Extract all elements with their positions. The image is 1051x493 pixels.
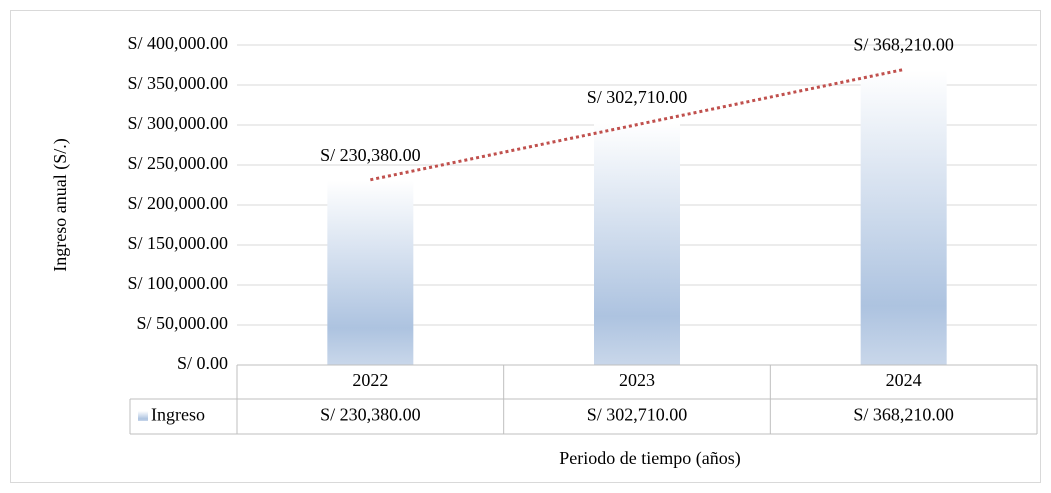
y-tick-label: S/ 150,000.00	[127, 233, 228, 253]
x-tick-label: 2024	[886, 370, 922, 390]
trendline	[370, 68, 904, 182]
table-value: S/ 302,710.00	[587, 405, 688, 425]
y-tick-label: S/ 400,000.00	[127, 33, 228, 53]
legend-swatch	[138, 411, 148, 421]
table-value: S/ 230,380.00	[320, 405, 421, 425]
y-tick-label: S/ 300,000.00	[127, 113, 228, 133]
bar	[594, 122, 680, 365]
y-tick-label: S/ 200,000.00	[127, 193, 228, 213]
data-label: S/ 368,210.00	[853, 35, 954, 55]
bar	[327, 180, 414, 365]
x-tick-label: 2022	[352, 370, 388, 390]
data-label: S/ 302,710.00	[587, 87, 688, 107]
y-tick-label: S/ 100,000.00	[127, 273, 228, 293]
y-tick-label: S/ 50,000.00	[136, 313, 228, 333]
x-tick-label: 2023	[619, 370, 655, 390]
y-tick-label: S/ 0.00	[177, 353, 228, 373]
y-tick-label: S/ 250,000.00	[127, 153, 228, 173]
bar	[860, 70, 947, 365]
y-tick-label: S/ 350,000.00	[127, 73, 228, 93]
y-axis-title: Ingreso anual (S/.)	[50, 138, 71, 271]
data-label: S/ 230,380.00	[320, 145, 421, 165]
table-value: S/ 368,210.00	[853, 405, 954, 425]
x-axis-title: Periodo de tiempo (años)	[559, 448, 740, 469]
legend-label: Ingreso	[151, 405, 205, 425]
